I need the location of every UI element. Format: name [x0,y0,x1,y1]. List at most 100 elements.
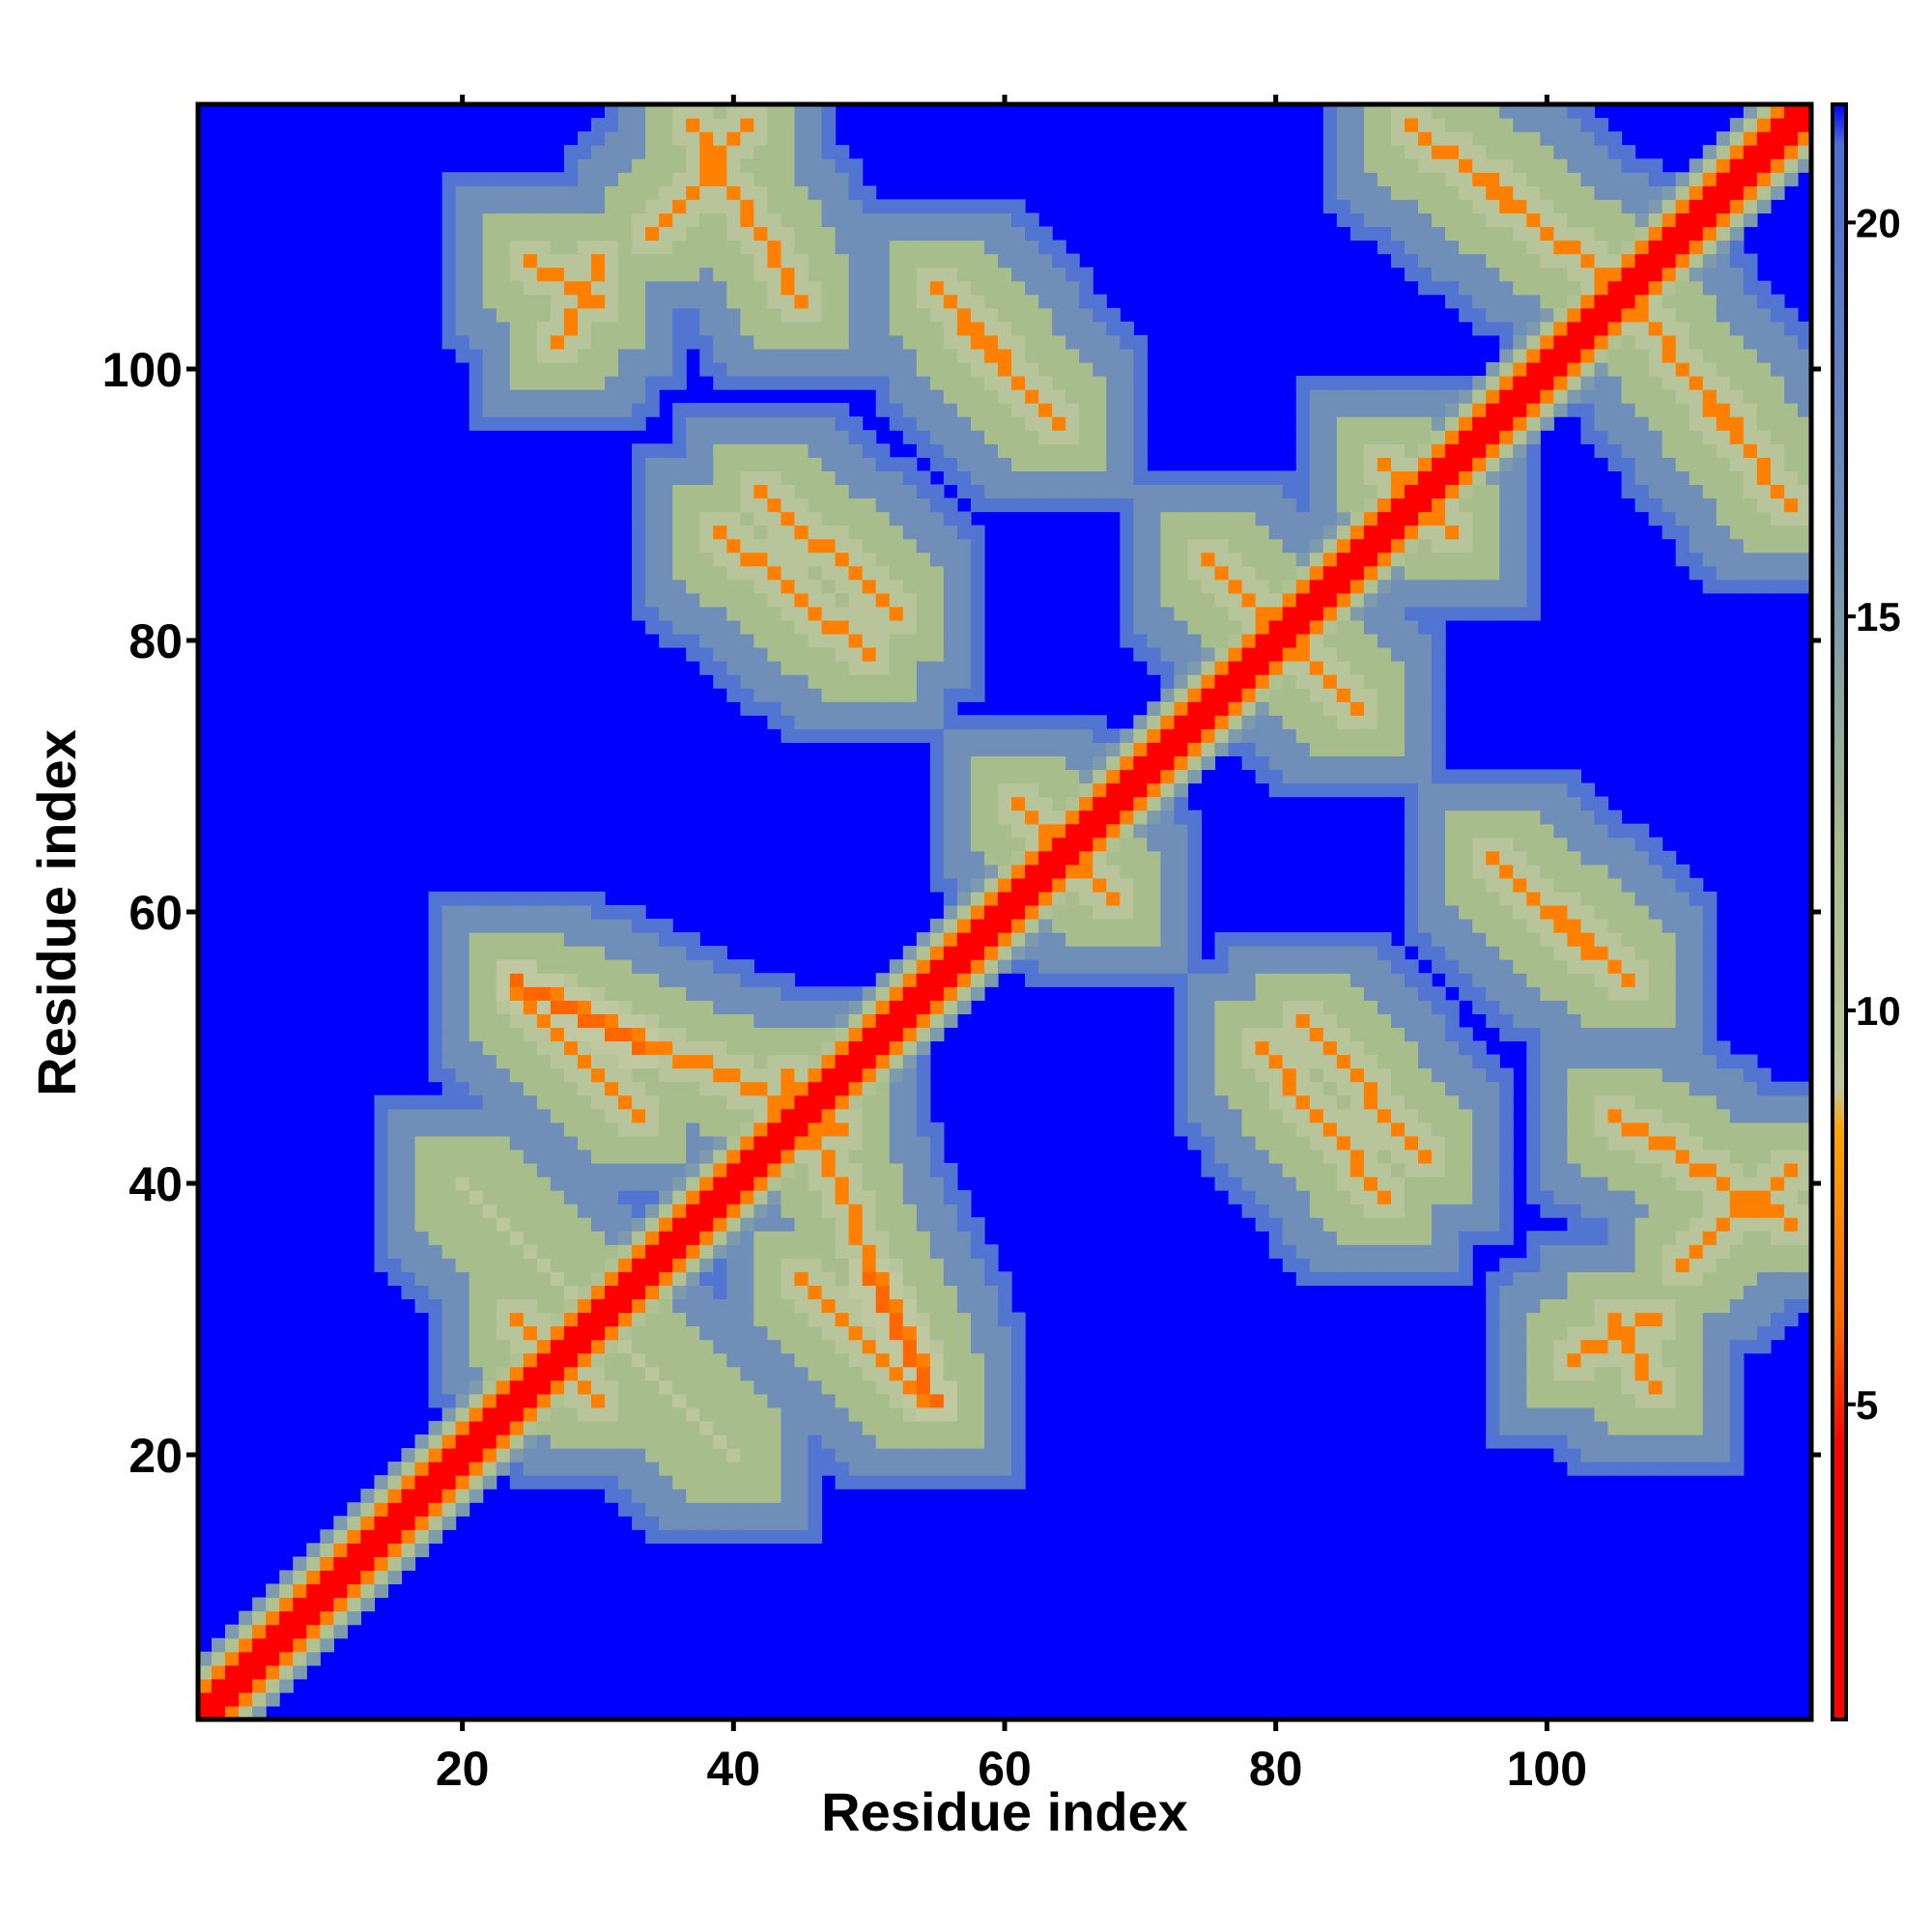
heatmap-cell [956,688,972,702]
heatmap-cell [455,959,470,974]
heatmap-cell [428,973,443,987]
heatmap-cell [496,1217,511,1232]
heatmap-cell [699,661,714,675]
heatmap-cell [929,919,945,933]
heatmap-cell [726,565,741,581]
heatmap-cell [699,565,714,581]
heatmap-cell [808,565,823,581]
heatmap-cell [929,715,945,729]
heatmap-cell [1377,1040,1392,1056]
heatmap-cell [523,172,538,186]
heatmap-cell [1120,728,1134,743]
heatmap-cell [929,484,945,499]
heatmap-cell [225,1678,240,1693]
heatmap-cell [1268,1013,1284,1029]
heatmap-cell [808,430,823,444]
heatmap-cell [1011,213,1026,228]
heatmap-cell [428,1271,443,1286]
heatmap-cell [1322,1135,1338,1151]
heatmap-cell [916,538,931,554]
heatmap-cell [577,1271,592,1286]
heatmap-cell [1295,552,1311,567]
heatmap-cell [753,1204,769,1218]
heatmap-cell [835,1271,850,1286]
heatmap-cell [916,973,931,987]
heatmap-cell [659,1176,673,1191]
heatmap-cell [659,199,673,213]
heatmap-cell [550,1475,565,1490]
heatmap-cell [1011,877,1026,893]
heatmap-cell [1363,986,1378,1001]
heatmap-cell [455,1217,470,1232]
heatmap-cell [347,1583,361,1599]
heatmap-cell [1295,592,1311,608]
heatmap-cell [469,986,484,1001]
heatmap-cell [1038,280,1053,296]
heatmap-cell [523,1339,538,1354]
heatmap-cell [821,376,837,390]
heatmap-cell [1120,742,1134,757]
heatmap-cell [1418,1162,1433,1178]
heatmap-cell [1160,565,1176,581]
heatmap-cell [753,361,769,377]
heatmap-cell [550,1447,565,1463]
heatmap-cell [550,946,565,960]
heatmap-cell [821,592,837,608]
heatmap-cell [1228,932,1243,947]
heatmap-cell [929,525,945,540]
heatmap-cell [632,497,646,513]
heatmap-cell [672,484,687,499]
heatmap-cell [496,1379,511,1395]
heatmap-cell [1038,226,1053,242]
heatmap-cell [726,403,741,417]
heatmap-cell [469,1393,484,1408]
heatmap-cell [645,1325,660,1341]
heatmap-cell [983,810,999,825]
heatmap-cell [1065,850,1080,866]
heatmap-cell [590,253,606,269]
heatmap-cell [1390,742,1406,757]
heatmap-cell [1187,728,1203,743]
heatmap-cell [916,403,931,417]
heatmap-cell [1309,715,1324,729]
heatmap-cell [1377,742,1392,757]
heatmap-cell [1241,525,1257,540]
heatmap-cell [916,647,931,662]
heatmap-cell [726,986,741,1001]
heatmap-cell [482,891,497,906]
heatmap-cell [753,1420,769,1435]
heatmap-cell [1377,769,1392,784]
heatmap-cell [686,511,700,526]
heatmap-cell [740,565,754,581]
heatmap-cell [767,1298,782,1314]
heatmap-cell [862,674,877,689]
heatmap-cell [1377,443,1392,458]
heatmap-cell [1363,619,1378,635]
heatmap-cell [577,1420,592,1435]
heatmap-cell [428,1352,443,1368]
heatmap-cell [428,1217,443,1232]
heatmap-cell [970,538,985,554]
heatmap-cell [835,1149,850,1164]
heatmap-cell [1241,932,1257,947]
heatmap-cell [835,1190,850,1205]
heatmap-cell [1187,864,1203,879]
heatmap-cell [1147,782,1161,798]
heatmap-cell [1106,728,1121,743]
heatmap-cell [1174,782,1189,798]
heatmap-cell [726,131,741,146]
heatmap-cell [590,946,606,960]
heatmap-cell [293,1556,307,1572]
heatmap-cell [821,1149,837,1164]
heatmap-cell [889,1339,904,1354]
heatmap-cell [441,1176,457,1191]
heatmap-cell [632,552,646,567]
heatmap-cell [808,280,823,296]
heatmap-cell [781,525,796,540]
heatmap-cell [1025,796,1039,811]
heatmap-cell [1038,403,1053,417]
heatmap-cell [1390,240,1406,255]
heatmap-cell [1174,986,1189,1001]
heatmap-cell [740,1081,754,1096]
heatmap-cell [686,1217,700,1232]
